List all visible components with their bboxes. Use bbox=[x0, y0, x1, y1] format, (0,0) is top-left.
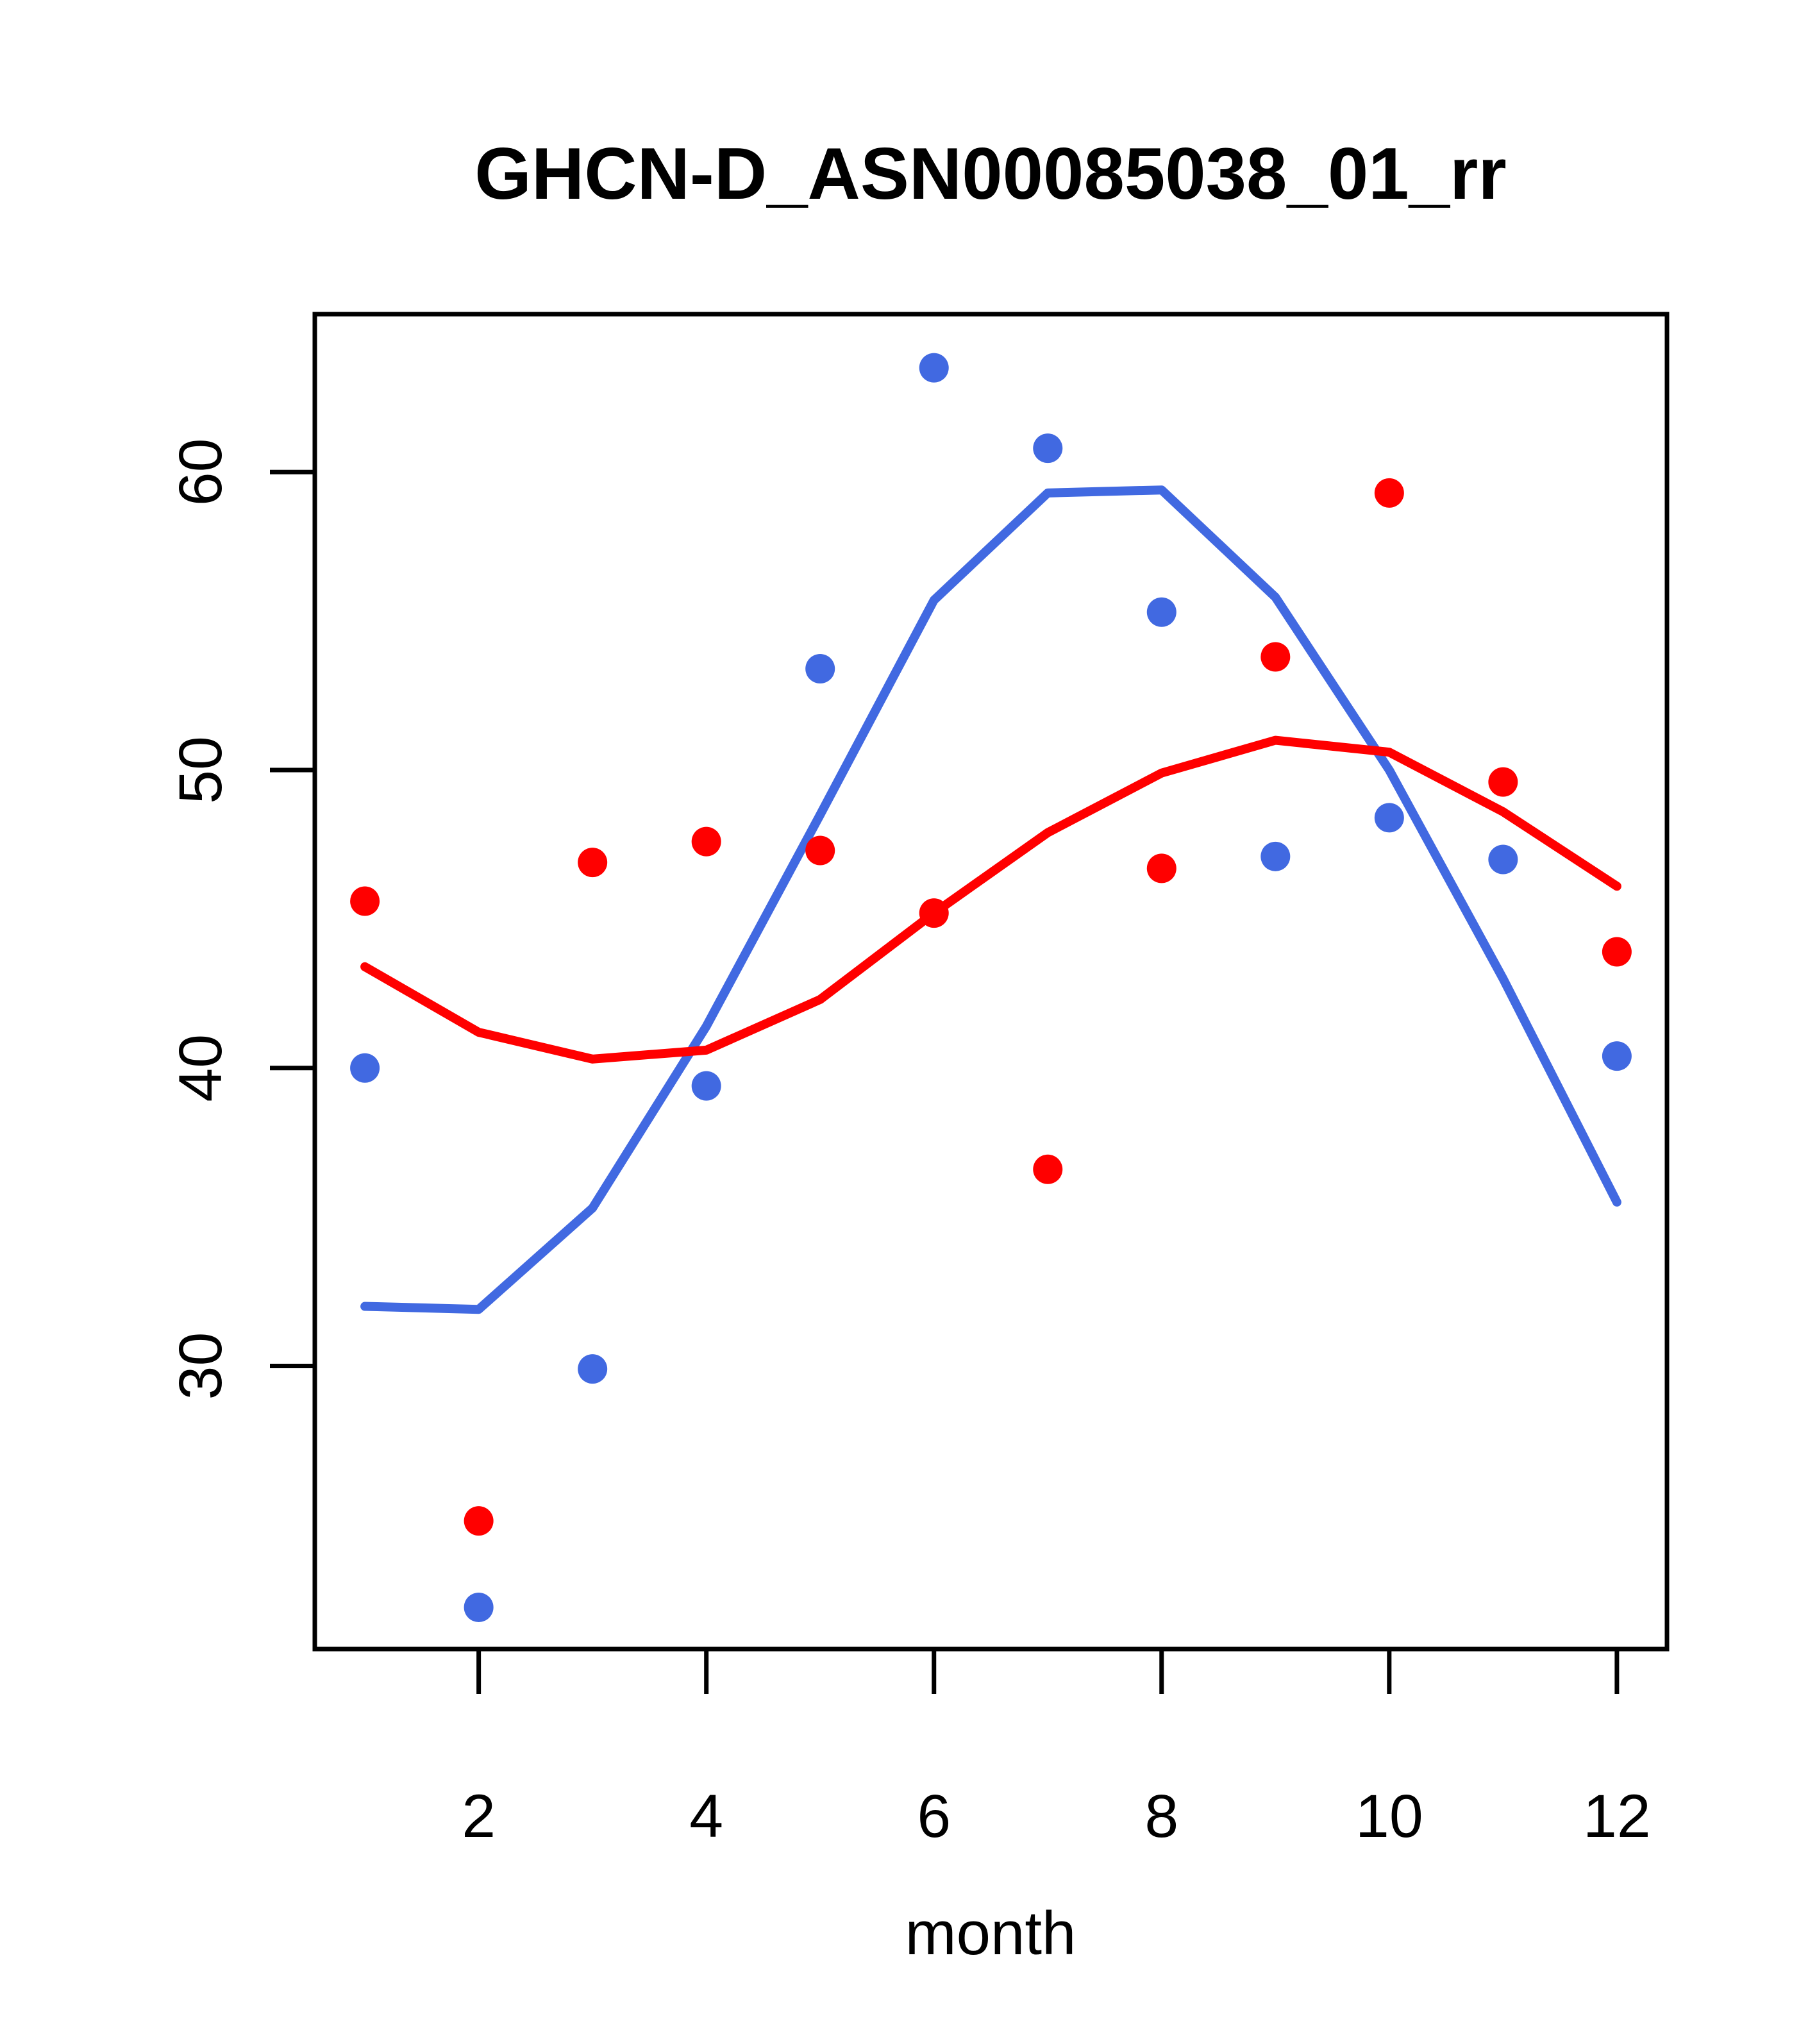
red-point-month-5 bbox=[805, 835, 835, 866]
x-tick-label: 4 bbox=[689, 1782, 723, 1850]
red-point-month-2 bbox=[464, 1506, 494, 1536]
blue-point-month-5 bbox=[805, 654, 835, 684]
red-point-month-3 bbox=[578, 848, 608, 878]
y-tick-label: 30 bbox=[167, 1332, 235, 1400]
red-point-month-9 bbox=[1260, 642, 1291, 672]
red-smooth-line bbox=[360, 735, 1621, 1064]
blue-point-month-12 bbox=[1602, 1041, 1632, 1071]
smooth-lines bbox=[360, 485, 1621, 1314]
red-point-month-7 bbox=[1033, 1154, 1063, 1184]
y-axis-ticks bbox=[270, 469, 315, 1369]
red-point-month-6 bbox=[919, 898, 949, 928]
blue-point-month-3 bbox=[578, 1354, 608, 1384]
blue-point-month-8 bbox=[1146, 597, 1176, 627]
blue-smooth-line bbox=[360, 485, 1621, 1314]
red-point-month-8 bbox=[1146, 853, 1176, 884]
y-tick-label: 50 bbox=[167, 736, 235, 804]
blue-point-month-10 bbox=[1374, 803, 1404, 833]
y-tick-label: 40 bbox=[167, 1034, 235, 1102]
red-point-month-12 bbox=[1602, 937, 1632, 967]
red-point-month-4 bbox=[691, 826, 721, 857]
blue-point-month-1 bbox=[350, 1053, 380, 1083]
blue-point-month-6 bbox=[919, 353, 949, 383]
red-point-month-10 bbox=[1374, 478, 1404, 508]
x-axis-ticks bbox=[476, 1649, 1620, 1694]
blue-point-month-9 bbox=[1260, 841, 1291, 871]
x-tick-label: 12 bbox=[1583, 1782, 1651, 1850]
x-tick-label: 6 bbox=[917, 1782, 951, 1850]
blue-point-month-2 bbox=[464, 1592, 494, 1622]
blue-point-month-7 bbox=[1033, 433, 1063, 464]
y-tick-label: 60 bbox=[167, 438, 235, 506]
plot-border-box bbox=[312, 312, 1670, 1652]
x-tick-label: 2 bbox=[462, 1782, 496, 1850]
x-tick-label: 8 bbox=[1144, 1782, 1178, 1850]
chart-title: GHCN-D_ASN00085038_01_rr bbox=[474, 133, 1507, 215]
data-points bbox=[350, 353, 1632, 1622]
blue-point-month-11 bbox=[1488, 844, 1518, 875]
x-axis-tick-labels: 2 4 6 8 10 12 bbox=[462, 1782, 1651, 1850]
red-point-month-1 bbox=[350, 886, 380, 916]
x-tick-label: 10 bbox=[1355, 1782, 1423, 1850]
x-axis-label: month bbox=[905, 1899, 1076, 1968]
red-point-month-11 bbox=[1488, 767, 1518, 797]
y-axis-tick-labels: 30 40 50 60 bbox=[167, 438, 235, 1400]
blue-point-month-4 bbox=[691, 1071, 721, 1101]
